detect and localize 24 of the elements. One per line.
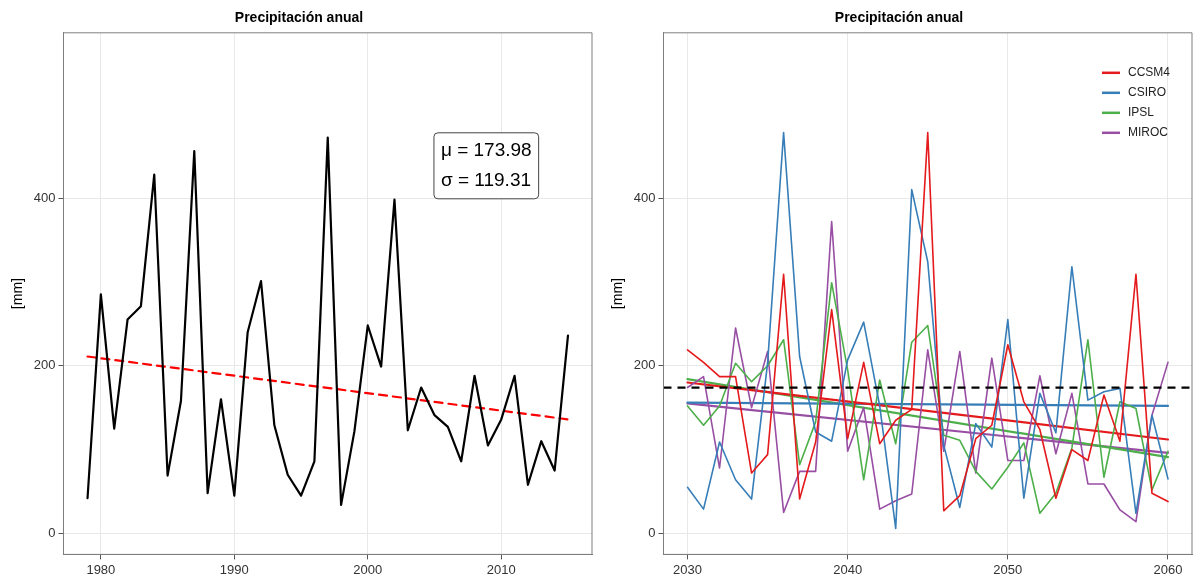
y-axis-title: [mm] <box>609 278 626 310</box>
x-tick-label: 2060 <box>1153 561 1183 577</box>
x-tick-label: 2040 <box>833 561 863 577</box>
y-tick-label: 200 <box>633 357 656 373</box>
y-axis-title: [mm] <box>9 278 26 310</box>
x-tick-label: 1980 <box>86 561 116 577</box>
chart-title: Precipitación anual <box>234 9 364 26</box>
y-tick-label: 400 <box>633 189 656 205</box>
y-tick-label: 0 <box>648 525 656 541</box>
annotation: σ = 119.31 <box>440 169 532 191</box>
x-tick-label: 1990 <box>219 561 249 577</box>
x-tick-label: 2000 <box>353 561 383 577</box>
y-tick-label: 200 <box>33 357 56 373</box>
legend-label: CCSM4 <box>1127 65 1171 80</box>
legend-label: CSIRO <box>1127 85 1167 100</box>
y-tick-label: 400 <box>33 189 56 205</box>
legend-label: MIROC <box>1127 125 1169 140</box>
annotation: μ = 173.98 <box>440 139 532 161</box>
chart-title: Precipitación anual <box>834 9 964 26</box>
x-tick-label: 2010 <box>486 561 516 577</box>
y-tick-label: 0 <box>48 525 56 541</box>
legend-label: IPSL <box>1127 105 1155 120</box>
x-tick-label: 2050 <box>993 561 1023 577</box>
x-tick-label: 2030 <box>673 561 702 577</box>
